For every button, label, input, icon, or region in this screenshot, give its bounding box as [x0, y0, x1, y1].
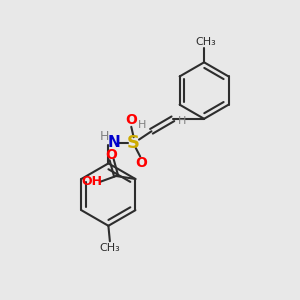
Text: O: O — [125, 113, 137, 127]
Text: O: O — [136, 156, 148, 170]
Text: CH₃: CH₃ — [195, 37, 216, 46]
Text: CH₃: CH₃ — [100, 243, 120, 253]
Text: OH: OH — [81, 176, 102, 188]
Text: H: H — [138, 120, 146, 130]
Text: N: N — [107, 135, 120, 150]
Text: H: H — [100, 130, 110, 143]
Text: H: H — [178, 116, 186, 126]
Text: O: O — [106, 148, 118, 162]
Text: S: S — [127, 134, 140, 152]
